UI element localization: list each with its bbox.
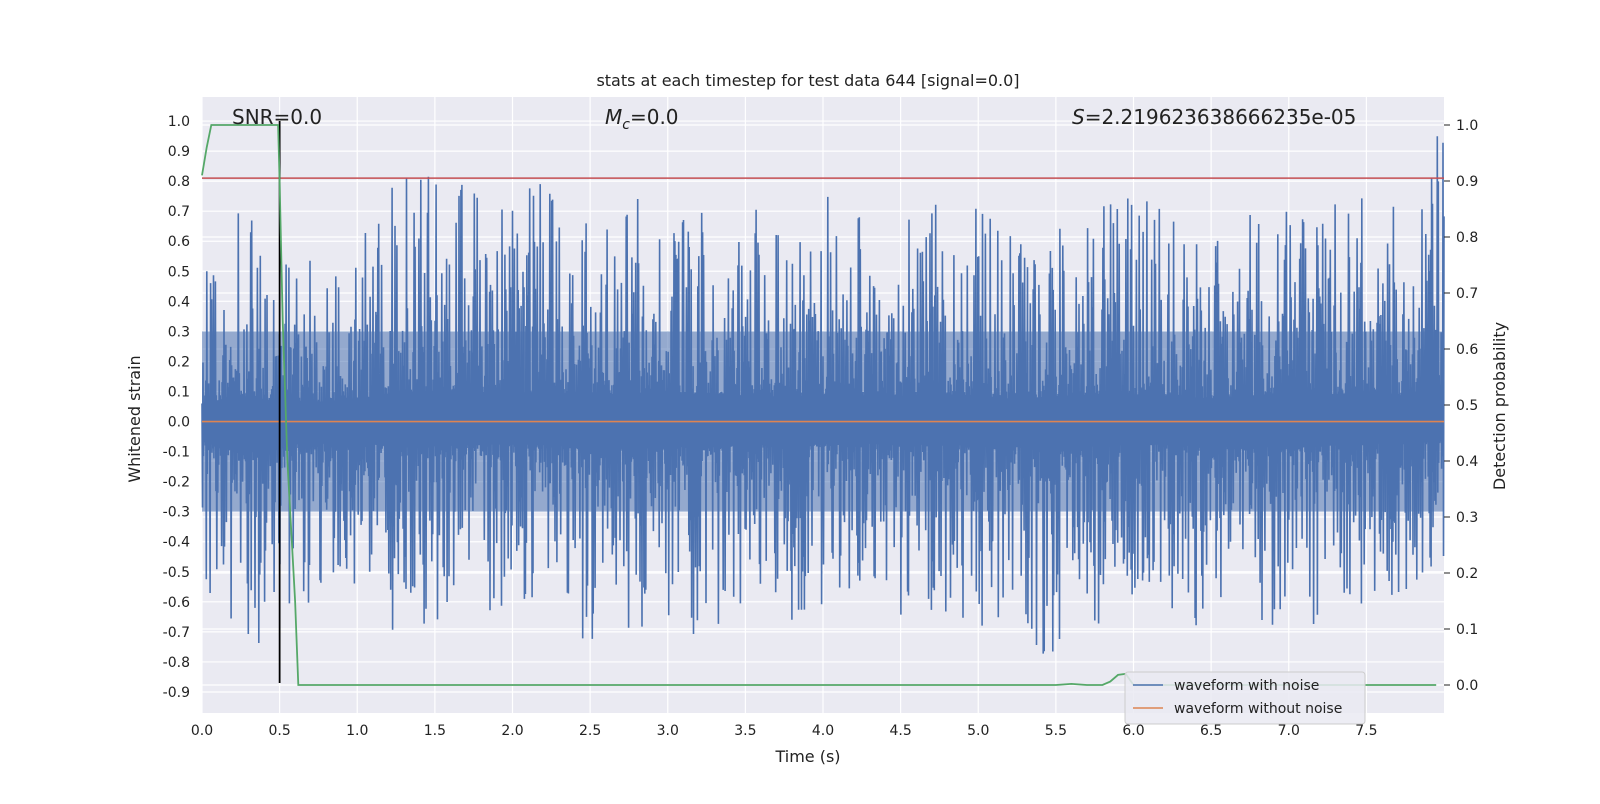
x-tick-label: 5.5 — [1045, 723, 1067, 739]
legend: waveform with noise waveform without noi… — [1124, 671, 1366, 725]
y2-tick-label: 0.1 — [1456, 622, 1478, 638]
y-tick-label: -0.5 — [163, 565, 190, 581]
y-tick-label: -0.6 — [163, 595, 190, 611]
y-axis-label: Whitened strain — [125, 355, 144, 482]
y-tick-label: 0.8 — [168, 174, 190, 190]
y2-tick-label: 0.0 — [1456, 678, 1478, 694]
y2-tick-label: 0.4 — [1456, 454, 1478, 470]
y2-tick-label: 0.8 — [1456, 230, 1478, 246]
y-axis-left: 1.0 0.9 0.8 0.7 0.6 0.5 0.4 0.3 0.2 0.1 0.0 -0.1 -0.… — [163, 114, 190, 701]
chart-title: stats at each timestep for test data 644… — [596, 71, 1019, 90]
y-tick-label: -0.4 — [163, 535, 190, 551]
x-tick-label: 2.0 — [501, 723, 523, 739]
x-tick-label: 0.5 — [268, 723, 290, 739]
y-tick-label: 0.0 — [168, 415, 190, 431]
y-tick-label: -0.3 — [163, 505, 190, 521]
x-tick-label: 4.0 — [812, 723, 834, 739]
y2-tick-label: 0.3 — [1456, 510, 1478, 526]
x-axis: 0.0 0.5 1.0 1.5 2.0 2.5 3.0 3.5 4.0 4.5 5.0 5.5 6.0 6… — [191, 723, 1378, 739]
y-tick-label: 0.1 — [168, 384, 190, 400]
chirp-mass-annotation: Mc=0.0 — [605, 105, 679, 133]
chirp-mass-value: =0.0 — [630, 105, 679, 129]
s-value: =2.219623638666235e-05 — [1085, 105, 1357, 129]
x-tick-label: 2.5 — [579, 723, 601, 739]
x-tick-label: 6.5 — [1200, 723, 1222, 739]
legend-label-clean: waveform without noise — [1174, 701, 1342, 717]
y-tick-label: 0.6 — [168, 234, 190, 250]
x-axis-label: Time (s) — [774, 747, 840, 766]
y2-tick-label: 0.5 — [1456, 398, 1478, 414]
y2-tick-label: 1.0 — [1456, 118, 1478, 134]
chirp-mass-subscript: c — [622, 117, 630, 133]
y2-tick-label: 0.9 — [1456, 174, 1478, 190]
y2-tick-label: 0.7 — [1456, 286, 1478, 302]
y-tick-label: 0.3 — [168, 324, 190, 340]
x-tick-label: 7.5 — [1355, 723, 1377, 739]
x-tick-label: 3.0 — [657, 723, 679, 739]
legend-label-noise: waveform with noise — [1174, 678, 1319, 694]
x-tick-label: 0.0 — [191, 723, 213, 739]
snr-annotation: SNR=0.0 — [232, 105, 322, 129]
y2-axis-label: Detection probability — [1490, 322, 1509, 490]
x-tick-label: 7.0 — [1278, 723, 1300, 739]
legend-box — [1124, 671, 1366, 725]
y-tick-label: 0.7 — [168, 204, 190, 220]
y-tick-label: -0.9 — [163, 685, 190, 701]
s-symbol: S — [1072, 105, 1085, 129]
x-tick-label: 4.5 — [889, 723, 911, 739]
y-tick-label: 1.0 — [168, 114, 190, 130]
s-annotation: S=2.219623638666235e-05 — [1072, 105, 1356, 129]
y-tick-label: 0.9 — [168, 144, 190, 160]
y-tick-label: 0.2 — [168, 354, 190, 370]
y-axis-right: 1.0 0.9 0.8 0.7 0.6 0.5 0.4 0.3 0.2 0.1 0.0 — [1444, 118, 1478, 694]
chirp-mass-symbol: M — [605, 105, 622, 129]
y-tick-label: 0.5 — [168, 264, 190, 280]
x-tick-label: 6.0 — [1122, 723, 1144, 739]
y-tick-label: -0.1 — [163, 445, 190, 461]
y-tick-label: -0.7 — [163, 625, 190, 641]
y2-tick-label: 0.2 — [1456, 566, 1478, 582]
y-tick-label: -0.8 — [163, 655, 190, 671]
x-tick-label: 5.0 — [967, 723, 989, 739]
y-tick-label: 0.4 — [168, 294, 190, 310]
y2-tick-label: 0.6 — [1456, 342, 1478, 358]
x-tick-label: 1.5 — [424, 723, 446, 739]
x-tick-label: 3.5 — [734, 723, 756, 739]
x-tick-label: 1.0 — [346, 723, 368, 739]
y-tick-label: -0.2 — [163, 475, 190, 491]
